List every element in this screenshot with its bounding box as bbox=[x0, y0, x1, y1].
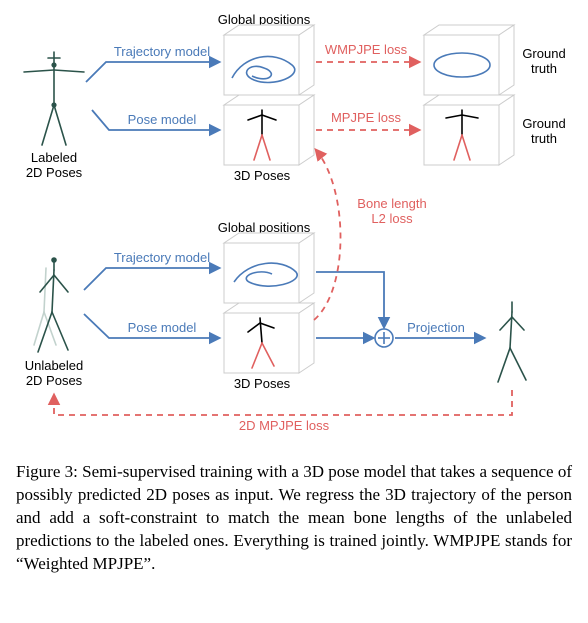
mpjpe-label: MPJPE loss bbox=[331, 110, 402, 125]
cube-bottom-pose bbox=[224, 303, 314, 373]
d3-poses-label-bottom: 3D Poses bbox=[234, 376, 291, 391]
cube-gt-pose bbox=[424, 95, 514, 165]
wmpjpe-label: WMPJPE loss bbox=[325, 42, 408, 57]
ground-truth-label-2b: truth bbox=[531, 131, 557, 146]
ground-truth-label-1: Ground bbox=[522, 46, 565, 61]
projected-2d-pose-glyph bbox=[498, 302, 526, 382]
diagram-svg: Labeled 2D Poses Global positions bbox=[14, 10, 574, 440]
unlabeled-2d-pose-glyph bbox=[34, 258, 68, 352]
combine-node bbox=[375, 329, 393, 347]
figure-caption: Figure 3: Semi-supervised training with … bbox=[14, 457, 574, 576]
cube-top-pose bbox=[224, 95, 314, 165]
projection-label: Projection bbox=[407, 320, 465, 335]
cube-top-trajectory bbox=[224, 25, 314, 95]
cube-bottom-trajectory bbox=[224, 233, 314, 303]
bone-loss-label-1: Bone length bbox=[357, 196, 426, 211]
arrow-2d-mpjpe bbox=[54, 390, 512, 415]
bone-loss-label-2: L2 loss bbox=[371, 211, 413, 226]
pose-model-label-top: Pose model bbox=[128, 112, 197, 127]
unlabeled-2d-label-sub: 2D Poses bbox=[26, 373, 83, 388]
pose-model-label-bottom: Pose model bbox=[128, 320, 197, 335]
ground-truth-label-2: Ground bbox=[522, 116, 565, 131]
unlabeled-2d-label: Unlabeled bbox=[25, 358, 84, 373]
labeled-2d-pose-glyph bbox=[24, 52, 84, 145]
labeled-2d-label: Labeled bbox=[31, 150, 77, 165]
cube-gt-trajectory bbox=[424, 25, 514, 95]
arrow-traj-to-combine bbox=[316, 272, 384, 327]
labeled-2d-label-sub: 2D Poses bbox=[26, 165, 83, 180]
figure-container: Labeled 2D Poses Global positions bbox=[0, 0, 588, 603]
caption-prefix: Figure 3: bbox=[16, 462, 78, 481]
d3-poses-label-top: 3D Poses bbox=[234, 168, 291, 183]
mpjpe-2d-label: 2D MPJPE loss bbox=[239, 418, 330, 433]
caption-body: Semi-supervised training with a 3D pose … bbox=[16, 462, 572, 573]
ground-truth-label-1b: truth bbox=[531, 61, 557, 76]
trajectory-model-label-bottom: Trajectory model bbox=[114, 250, 210, 265]
diagram-area: Labeled 2D Poses Global positions bbox=[14, 10, 574, 440]
arrow-traj-top bbox=[86, 62, 219, 82]
trajectory-model-label-top: Trajectory model bbox=[114, 44, 210, 59]
arrow-bone-loss bbox=[314, 150, 341, 320]
arrow-traj-bottom bbox=[84, 268, 219, 290]
